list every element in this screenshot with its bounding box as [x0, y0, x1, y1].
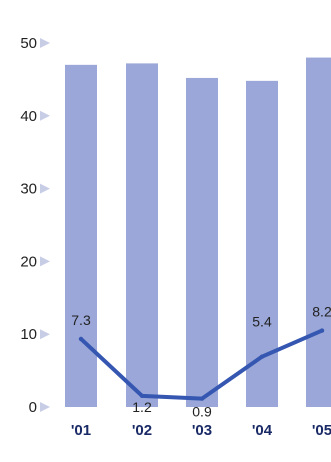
line-data-label: 7.3: [71, 312, 91, 328]
line-data-label: 8.2: [312, 304, 331, 320]
y-tick-label: 20: [20, 253, 37, 270]
line-point: [139, 393, 145, 399]
bar: [65, 64, 97, 407]
y-tick-label: 50: [20, 35, 37, 52]
line-series: [78, 328, 325, 401]
line-data-label: 1.2: [132, 399, 152, 415]
y-tick-label: 10: [20, 326, 37, 343]
x-category-label: '03: [192, 422, 212, 439]
y-tick-label: 30: [20, 181, 37, 198]
y-tick-marker: [40, 329, 50, 340]
y-tick-marker: [40, 256, 50, 267]
x-category-label: '02: [132, 422, 152, 439]
y-tick-marker: [40, 402, 50, 412]
line-data-label: 0.9: [192, 404, 212, 420]
bar: [126, 63, 158, 407]
line-data-label: 5.4: [252, 314, 272, 330]
bar-series: [65, 57, 331, 408]
y-tick-marker: [40, 110, 50, 121]
y-tick-marker: [40, 38, 50, 48]
line-point: [78, 336, 84, 342]
line-point: [319, 328, 325, 333]
x-category-label: '01: [71, 422, 91, 439]
x-category-label: '05: [312, 422, 331, 439]
bar: [186, 77, 218, 407]
y-tick-marker: [40, 183, 50, 194]
line-point: [259, 354, 265, 359]
y-tick-label: 0: [29, 399, 37, 416]
data-labels: 7.3 1.2 0.9 5.4 8.2: [71, 304, 331, 420]
y-axis: 0 10 20 30 40 50: [20, 35, 50, 416]
x-axis: '01 '02 '03 '04 '05: [71, 422, 331, 439]
y-tick-label: 40: [20, 108, 37, 125]
line-point: [199, 396, 205, 401]
bar: [306, 57, 331, 408]
x-category-label: '04: [252, 422, 273, 439]
